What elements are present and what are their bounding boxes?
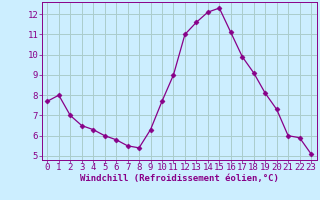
X-axis label: Windchill (Refroidissement éolien,°C): Windchill (Refroidissement éolien,°C): [80, 174, 279, 183]
